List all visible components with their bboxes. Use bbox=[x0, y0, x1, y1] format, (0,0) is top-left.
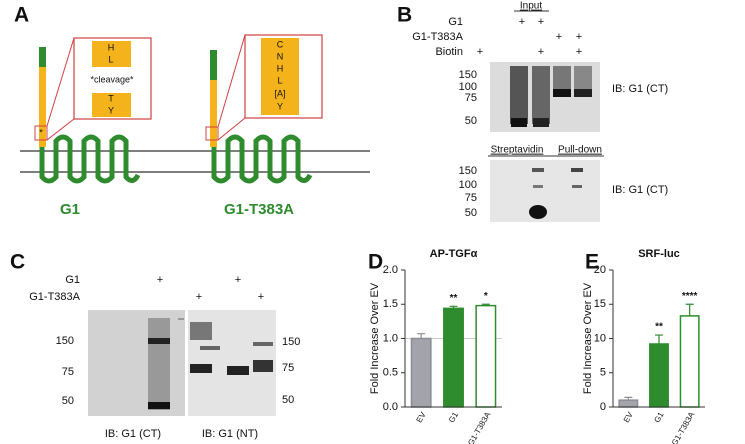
marker: 75 bbox=[465, 92, 477, 104]
plus: + bbox=[576, 46, 582, 58]
x-tick-label: G1 bbox=[652, 410, 665, 424]
blot-label: IB: G1 (CT) bbox=[105, 428, 161, 440]
marker: 50 bbox=[465, 115, 477, 127]
y-tick-label: 0.5 bbox=[383, 367, 398, 379]
error-bar bbox=[449, 305, 458, 309]
bar bbox=[443, 307, 464, 408]
error-bar bbox=[417, 333, 426, 339]
bar bbox=[475, 304, 497, 408]
y-tick-label: 20 bbox=[594, 264, 606, 276]
y-axis-label: Fold Increase Over EV bbox=[369, 282, 381, 394]
marker: 50 bbox=[465, 207, 477, 219]
header: Input bbox=[520, 1, 542, 12]
chart-title: AP-TGFα bbox=[430, 248, 478, 260]
panel-label: B bbox=[397, 4, 412, 27]
error-bar bbox=[624, 396, 633, 401]
plus: + bbox=[538, 46, 544, 58]
residue: [A] bbox=[274, 88, 285, 98]
x-tick-label: G1-T383A bbox=[670, 410, 697, 444]
marker: 100 bbox=[459, 81, 477, 93]
marker: 150 bbox=[282, 336, 300, 348]
residue: L bbox=[277, 75, 282, 85]
y-tick-label: 1.0 bbox=[383, 332, 398, 344]
y-tick-label: 5 bbox=[600, 367, 606, 379]
blot bbox=[490, 62, 600, 132]
marker: 75 bbox=[282, 362, 294, 374]
plus: + bbox=[477, 46, 483, 58]
marker: 150 bbox=[459, 165, 477, 177]
significance: ** bbox=[655, 322, 663, 333]
blot bbox=[88, 310, 276, 416]
marker: 75 bbox=[62, 366, 74, 378]
panel-label: E bbox=[585, 251, 599, 274]
error-bar bbox=[655, 334, 663, 344]
residue: H bbox=[108, 42, 115, 52]
cleavage-text: *cleavage* bbox=[90, 74, 134, 84]
blot-label: IB: G1 (NT) bbox=[202, 428, 258, 440]
plus: + bbox=[157, 274, 163, 286]
y-tick-label: 0 bbox=[600, 401, 606, 413]
marker: 100 bbox=[459, 179, 477, 191]
row-label: G1 bbox=[448, 16, 463, 28]
construct-name: G1-T383A bbox=[224, 201, 294, 218]
g1-construct: * H L *cleavage* T Y G1 bbox=[34, 37, 152, 218]
residue: Y bbox=[277, 101, 283, 111]
plus: + bbox=[556, 31, 562, 43]
marker: 50 bbox=[282, 394, 294, 406]
marker: 75 bbox=[465, 192, 477, 204]
y-tick-label: 10 bbox=[594, 332, 606, 344]
residue: L bbox=[108, 54, 113, 64]
bar bbox=[410, 337, 432, 408]
plus: + bbox=[196, 291, 202, 303]
header: Streptavidin bbox=[491, 145, 544, 156]
t383a-construct: C N H L [A] Y G1-T383A bbox=[205, 34, 323, 218]
plus: + bbox=[519, 16, 525, 28]
error-bar bbox=[685, 303, 694, 316]
plus: + bbox=[258, 291, 264, 303]
blot-label: IB: G1 (CT) bbox=[612, 184, 668, 196]
significance: **** bbox=[682, 291, 698, 302]
marker: 150 bbox=[459, 69, 477, 81]
row-label: G1 bbox=[65, 274, 80, 286]
y-axis-label: Fold Increase Over EV bbox=[582, 282, 594, 394]
x-tick-label: EV bbox=[415, 410, 428, 424]
y-tick-label: 1.5 bbox=[383, 298, 398, 310]
significance: * bbox=[484, 291, 488, 302]
bar bbox=[679, 315, 700, 408]
plus: + bbox=[235, 274, 241, 286]
x-tick-label: G1-T383A bbox=[466, 410, 493, 444]
construct-name: G1 bbox=[60, 201, 80, 218]
bar bbox=[649, 343, 669, 408]
residue: C bbox=[277, 39, 284, 49]
marker: 50 bbox=[62, 395, 74, 407]
plus: + bbox=[538, 16, 544, 28]
blot bbox=[490, 160, 600, 222]
residue: N bbox=[277, 51, 284, 61]
row-label: G1-T383A bbox=[412, 31, 463, 43]
residue: Y bbox=[108, 105, 114, 115]
error-bar bbox=[481, 303, 490, 306]
membrane bbox=[20, 150, 370, 173]
panel-label: D bbox=[368, 251, 383, 274]
row-label: G1-T383A bbox=[29, 291, 80, 303]
x-tick-label: G1 bbox=[447, 410, 460, 424]
y-tick-label: 15 bbox=[594, 298, 606, 310]
marker: 150 bbox=[56, 335, 74, 347]
x-tick-label: EV bbox=[622, 410, 635, 424]
row-label: Biotin bbox=[435, 46, 463, 58]
header: Pull-down bbox=[558, 145, 602, 156]
residue: T bbox=[108, 93, 114, 103]
y-tick-label: 0.0 bbox=[383, 401, 398, 413]
chart-title: SRF-luc bbox=[638, 248, 680, 260]
blot-label: IB: G1 (CT) bbox=[612, 83, 668, 95]
cleavage-site: * bbox=[39, 127, 43, 137]
bar bbox=[618, 399, 639, 408]
residue: H bbox=[277, 63, 284, 73]
plus: + bbox=[576, 31, 582, 43]
y-tick-label: 2.0 bbox=[383, 264, 398, 276]
panel-label: C bbox=[10, 251, 25, 274]
panel-label: A bbox=[14, 4, 29, 27]
significance: ** bbox=[450, 293, 458, 304]
